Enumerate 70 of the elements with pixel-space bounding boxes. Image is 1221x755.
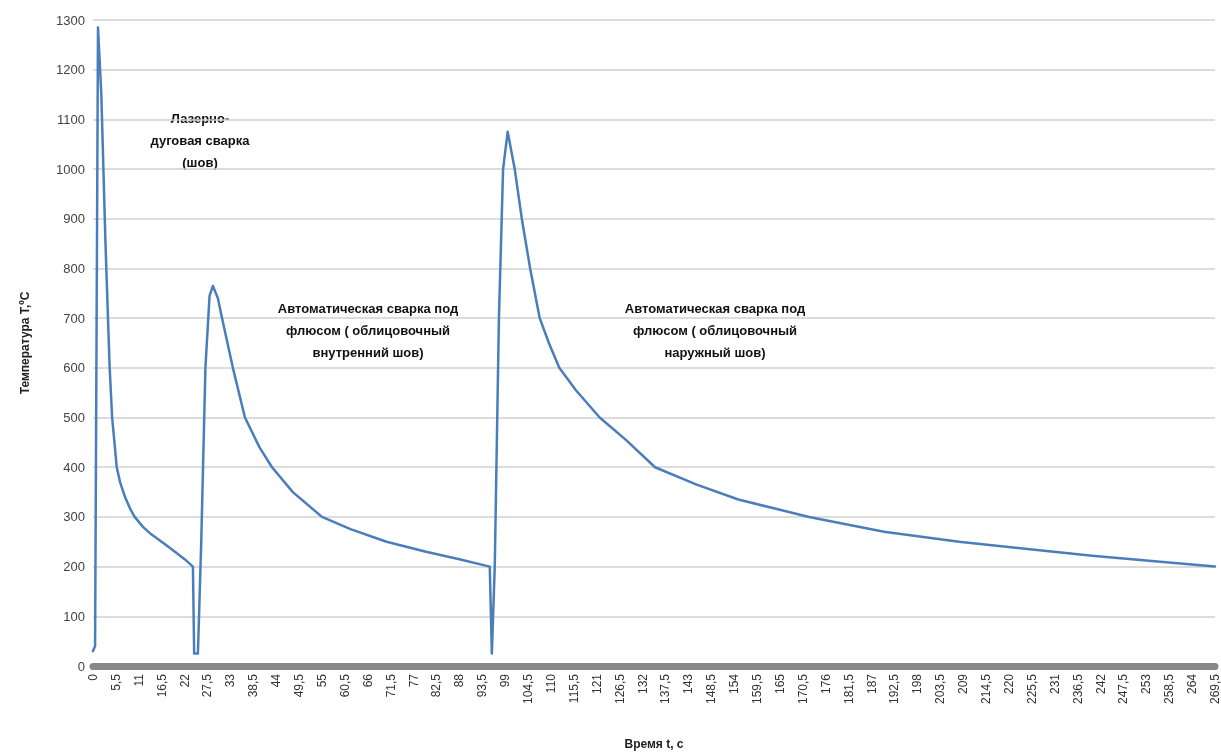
x-tick-label: 203,5 [933, 673, 948, 705]
x-tick-label: 66 [360, 673, 375, 688]
x-tick-label: 126,5 [612, 673, 627, 705]
y-tick-label: 900 [63, 211, 85, 227]
x-tick-label: 93,5 [475, 673, 490, 698]
x-tick-label: 181,5 [841, 673, 856, 705]
x-tick-label: 16,5 [154, 673, 169, 698]
x-tick-label: 154 [727, 673, 742, 695]
y-tick-label: 1200 [56, 62, 85, 78]
x-tick-label: 143 [681, 673, 696, 695]
x-tick-label: 82,5 [429, 673, 444, 698]
x-tick-label: 132 [635, 673, 650, 695]
y-tick-label: 300 [63, 509, 85, 525]
x-tick-label: 77 [406, 673, 421, 688]
y-tick-label: 600 [63, 360, 85, 376]
y-tick-label: 800 [63, 260, 85, 276]
x-tick-label: 258,5 [1162, 673, 1177, 705]
x-tick-label: 148,5 [704, 673, 719, 705]
x-tick-label: 253 [1139, 673, 1154, 695]
x-tick-label: 176 [818, 673, 833, 695]
x-tick-label: 5,5 [108, 673, 123, 691]
x-tick-label: 247,5 [1116, 673, 1131, 705]
x-tick-label: 231 [1047, 673, 1062, 695]
x-tick-label: 236,5 [1070, 673, 1085, 705]
x-tick-label: 242 [1093, 673, 1108, 695]
y-tick-label: 1300 [56, 12, 85, 28]
x-tick-label: 198 [910, 673, 925, 695]
y-tick-label: 400 [63, 459, 85, 475]
x-tick-label: 187 [864, 673, 879, 695]
x-tick-label: 104,5 [521, 673, 536, 705]
x-tick-label: 33 [223, 673, 238, 688]
y-tick-label: 0 [77, 658, 85, 674]
y-tick-label: 100 [63, 608, 85, 624]
x-tick-label: 170,5 [795, 673, 810, 705]
x-tick-label: 60,5 [337, 673, 352, 698]
x-tick-label: 22 [177, 673, 192, 688]
x-tick-label: 159,5 [750, 673, 765, 705]
x-tick-label: 110 [543, 673, 558, 694]
x-tick-label: 115,5 [566, 673, 581, 704]
x-tick-label: 55 [314, 673, 329, 688]
x-tick-label: 264 [1185, 673, 1200, 695]
x-tick-label: 11 [131, 673, 146, 687]
x-tick-label: 99 [498, 673, 513, 688]
x-tick-label: 49,5 [292, 673, 307, 698]
annotation: Автоматическая сварка под флюсом ( облицовочный наружный шов) [624, 300, 806, 360]
y-tick-label: 1000 [56, 161, 85, 177]
line-series [91, 26, 1217, 655]
y-axis-title: Температура Т,ºС [18, 291, 32, 395]
x-tick-label: 71,5 [383, 673, 398, 698]
x-tick-label: 220 [1001, 673, 1016, 695]
x-tick-label: 38,5 [246, 673, 261, 698]
x-tick-label: 44 [269, 673, 284, 688]
x-tick-label: 225,5 [1024, 673, 1039, 705]
x-tick-label: 269,5 [1208, 673, 1221, 705]
annotation: Автоматическая сварка под флюсом ( облицовочный внутренний шов) [277, 300, 459, 360]
x-tick-label: 214,5 [979, 673, 994, 705]
x-tick-label: 192,5 [887, 673, 902, 705]
x-tick-label: 209 [956, 673, 971, 695]
x-tick-label: 165 [772, 673, 787, 695]
y-tick-label: 200 [63, 559, 85, 575]
x-tick-label: 121 [589, 673, 604, 695]
x-tick-label: 88 [452, 673, 467, 688]
y-tick-label: 500 [63, 410, 85, 426]
x-tick-label: 137,5 [658, 673, 673, 705]
annotation: Лазерно- дуговая сварка (шов) [150, 110, 251, 170]
x-axis-title: Время t, с [624, 737, 684, 751]
y-tick-label: 1100 [57, 111, 85, 127]
x-tick-label: 0 [86, 673, 100, 681]
y-tick-label: 700 [63, 310, 85, 326]
x-tick-label: 27,5 [200, 673, 215, 698]
